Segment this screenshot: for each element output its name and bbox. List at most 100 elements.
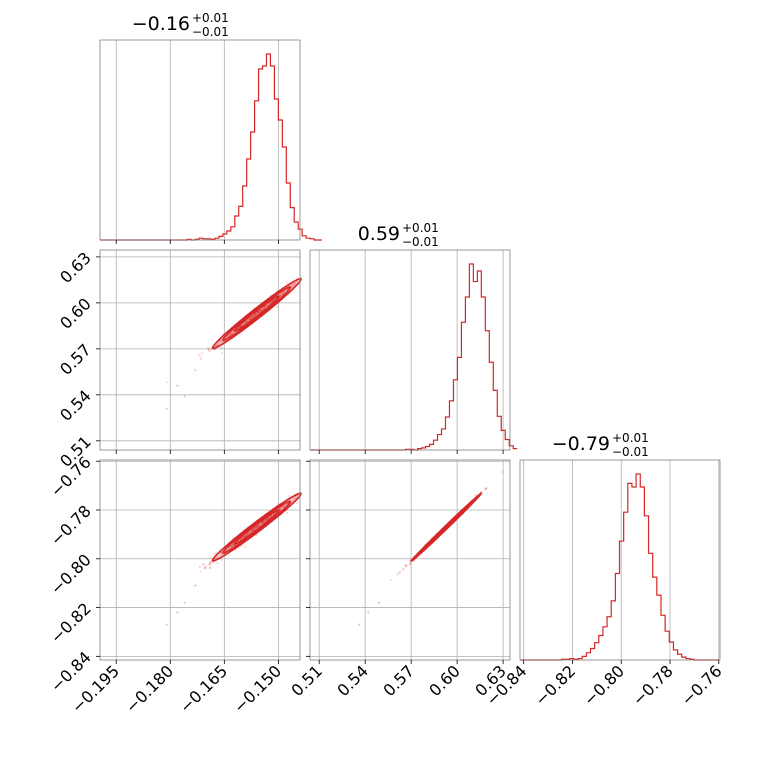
sample-point xyxy=(198,353,201,356)
sample-point xyxy=(183,601,186,604)
sample-point xyxy=(377,601,381,604)
scatter-frame-0-2 xyxy=(99,459,301,661)
sample-point xyxy=(295,501,299,505)
scatter-panel-0-2 xyxy=(165,492,302,626)
sample-point xyxy=(484,487,487,490)
sample-point xyxy=(257,524,260,527)
sample-point xyxy=(218,341,221,344)
sample-point xyxy=(260,309,263,312)
sample-point xyxy=(252,528,255,532)
sample-point xyxy=(212,561,215,564)
sample-point xyxy=(230,545,233,549)
sample-point xyxy=(248,317,251,320)
contour-level xyxy=(222,286,292,342)
sample-point xyxy=(276,305,279,308)
sample-point xyxy=(256,312,260,315)
sample-point xyxy=(216,343,219,346)
sample-point xyxy=(396,573,399,576)
sample-point xyxy=(293,282,296,285)
sample-point xyxy=(402,568,405,571)
sample-point xyxy=(198,565,201,569)
sample-point xyxy=(231,543,234,546)
sample-point xyxy=(283,505,286,508)
sample-point xyxy=(208,556,211,559)
x-tick-label: −0.180 xyxy=(122,661,177,716)
sample-point xyxy=(260,308,263,311)
sample-point xyxy=(255,313,258,317)
sample-point xyxy=(229,332,232,336)
sample-point xyxy=(501,470,504,474)
sample-point xyxy=(199,356,202,359)
sample-point xyxy=(232,536,235,539)
param-title-minus: −0.01 xyxy=(192,25,229,39)
sample-point xyxy=(484,488,487,491)
sample-point xyxy=(207,563,210,566)
sample-point xyxy=(245,319,248,323)
sample-point xyxy=(209,566,212,569)
sample-point xyxy=(251,528,254,531)
sample-point xyxy=(213,348,216,351)
sample-point xyxy=(260,521,264,524)
sample-point xyxy=(256,310,259,313)
sample-point xyxy=(219,346,222,349)
sample-point xyxy=(219,339,222,343)
sample-point xyxy=(245,321,248,324)
sample-point xyxy=(250,529,253,532)
sample-point xyxy=(209,561,212,564)
scatter-frame-0-1 xyxy=(99,249,301,451)
sample-point xyxy=(215,551,218,554)
sample-point xyxy=(245,320,249,323)
sample-point xyxy=(252,315,255,318)
sample-point xyxy=(408,562,411,565)
sample-point xyxy=(232,544,235,548)
sample-point xyxy=(255,533,259,537)
sample-point xyxy=(295,280,299,283)
histogram-frame-0 xyxy=(99,39,301,241)
sample-point xyxy=(229,544,233,548)
sample-point xyxy=(263,306,266,309)
sample-point xyxy=(261,520,264,524)
sample-point xyxy=(252,528,255,531)
sample-point xyxy=(264,305,267,308)
sample-point xyxy=(260,521,264,524)
param-title-value: −0.16 xyxy=(132,13,190,35)
sample-point xyxy=(248,317,251,321)
sample-point xyxy=(256,525,259,529)
sample-point xyxy=(255,526,258,529)
sample-point xyxy=(269,515,272,518)
sample-point xyxy=(281,292,284,296)
sample-point xyxy=(230,331,233,334)
sample-point xyxy=(250,315,253,319)
sample-point xyxy=(251,528,254,531)
histogram-0 xyxy=(100,53,322,241)
sample-point xyxy=(226,334,230,338)
sample-point xyxy=(267,303,270,306)
sample-point xyxy=(245,533,249,537)
sample-point xyxy=(239,538,242,541)
sample-point xyxy=(243,322,246,325)
sample-point xyxy=(292,498,295,501)
sample-point xyxy=(264,518,268,521)
sample-point xyxy=(254,313,257,316)
sample-point xyxy=(202,562,205,566)
sample-point xyxy=(165,623,168,626)
sample-point xyxy=(251,315,255,318)
sample-point xyxy=(255,312,258,315)
histogram-step-line xyxy=(310,263,518,451)
sample-point xyxy=(220,346,223,349)
x-tick-label: −0.82 xyxy=(531,661,579,709)
sample-point xyxy=(252,315,255,318)
param-title-plus: +0.01 xyxy=(192,11,229,25)
sample-point xyxy=(247,531,250,535)
sample-point xyxy=(220,341,223,344)
contour-level xyxy=(222,500,292,554)
sample-point xyxy=(253,313,256,317)
sample-point xyxy=(281,292,284,296)
sample-point xyxy=(258,309,262,312)
sample-point xyxy=(215,556,218,559)
contour-level xyxy=(211,277,302,350)
sample-point xyxy=(230,544,233,548)
sample-point xyxy=(259,309,263,313)
sample-point xyxy=(255,525,258,529)
